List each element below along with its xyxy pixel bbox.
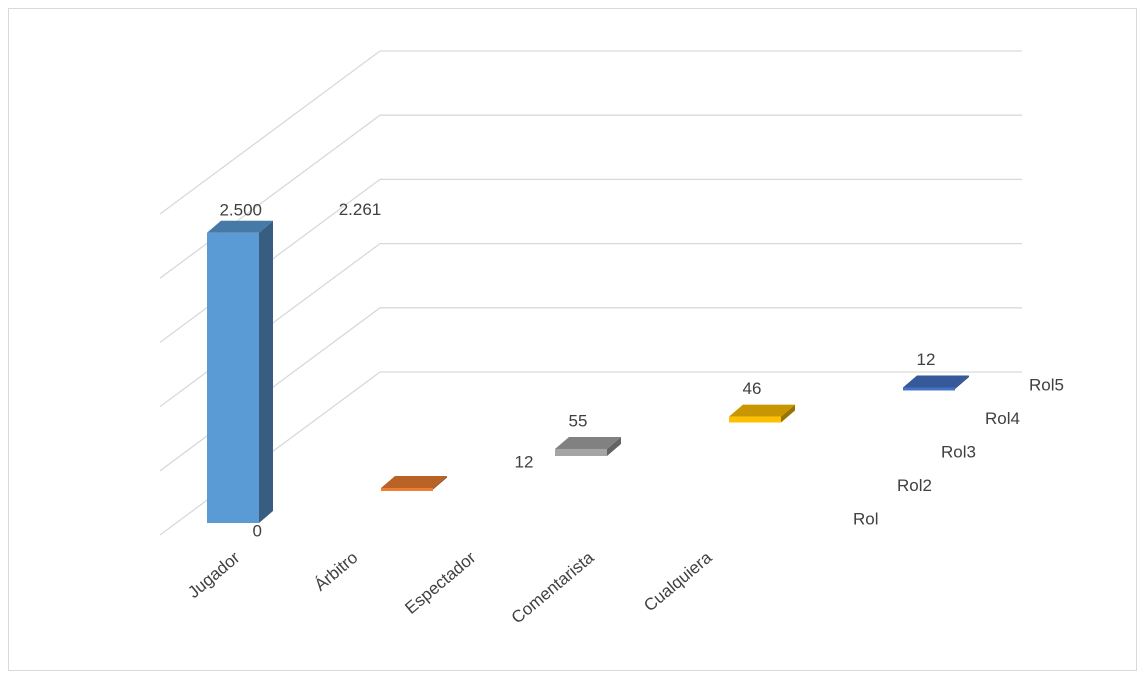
data-label: 12 xyxy=(515,452,534,471)
chart-frame xyxy=(8,8,1137,671)
bar-top xyxy=(381,475,447,488)
y-tick-label: 2.500 xyxy=(219,200,262,219)
bar-side xyxy=(781,404,795,423)
bar-top xyxy=(555,436,621,449)
bar xyxy=(729,416,781,423)
bar xyxy=(207,232,259,523)
depth-label: Rol5 xyxy=(1029,375,1064,394)
grid-line xyxy=(159,50,1022,215)
depth-label: Rol4 xyxy=(985,409,1020,428)
bar-side xyxy=(607,436,621,456)
data-label: 46 xyxy=(743,379,762,398)
depth-label: Rol3 xyxy=(941,442,976,461)
bar-side xyxy=(259,220,273,523)
bar xyxy=(555,448,607,456)
bar xyxy=(381,487,433,491)
bar-top xyxy=(903,375,969,388)
data-label: 55 xyxy=(569,411,588,430)
bar-side xyxy=(955,375,969,389)
bar-side xyxy=(433,475,447,490)
y-tick-label: 0 xyxy=(253,521,262,540)
bar-top xyxy=(207,220,273,233)
depth-label: Rol xyxy=(853,509,879,528)
bar-top xyxy=(729,404,795,417)
data-label: 2.261 xyxy=(339,200,382,219)
data-label: 12 xyxy=(917,350,936,369)
depth-label: Rol2 xyxy=(897,476,932,495)
bar xyxy=(903,387,955,391)
